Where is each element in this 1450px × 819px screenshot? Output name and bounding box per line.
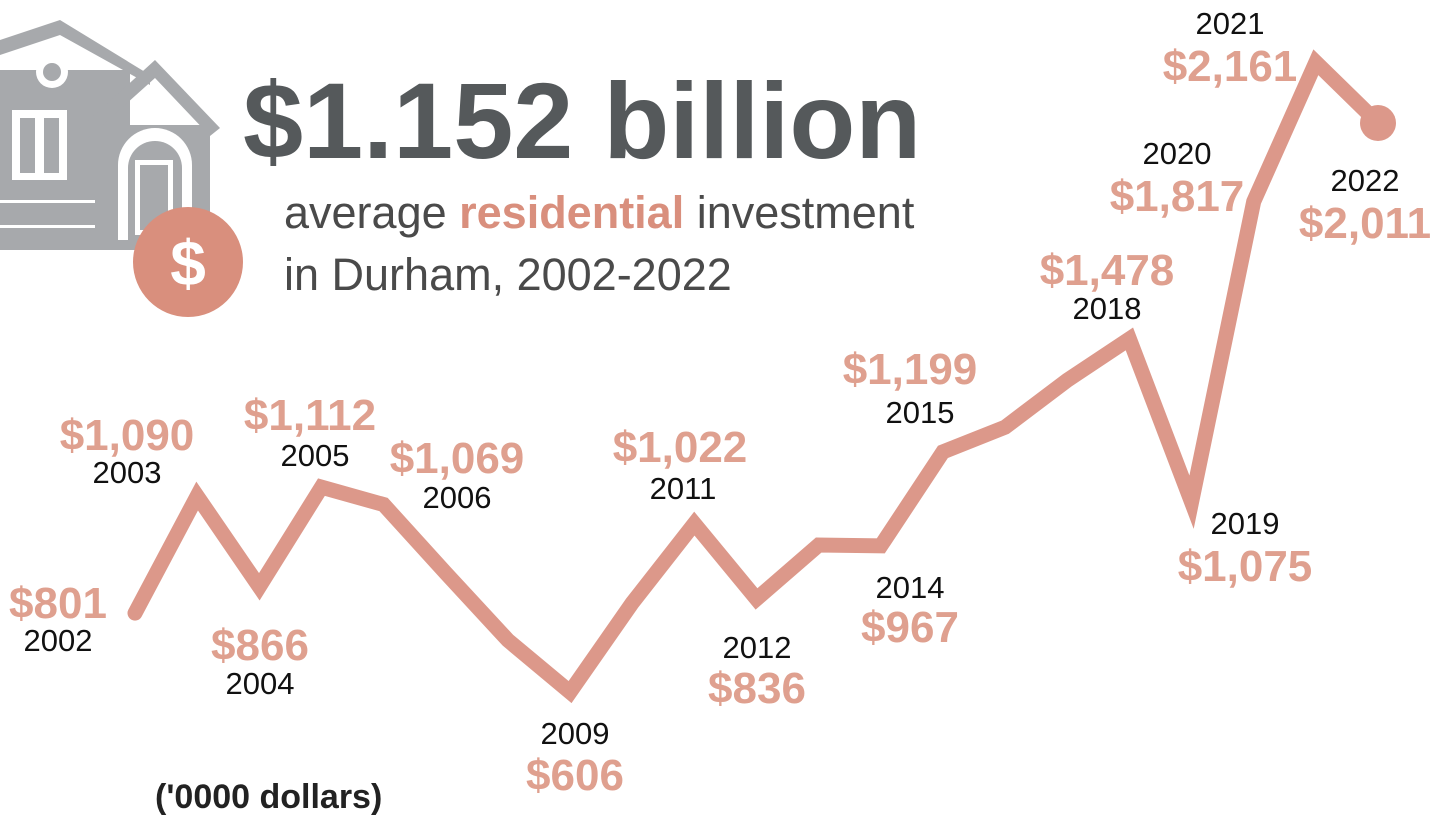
value-label: $1,199 [843,345,978,394]
value-label: $606 [526,751,624,800]
subtitle-highlight: residential [459,187,684,238]
unit-note: ('0000 dollars) [155,778,382,816]
value-label: $1,817 [1110,172,1245,221]
value-label: $1,090 [60,411,195,460]
year-label: 2003 [93,455,162,490]
trend-line [127,49,1386,704]
value-label: $2,161 [1163,42,1298,91]
value-label: $801 [9,579,107,628]
year-label: 2004 [226,666,295,701]
subtitle-part: investment [684,187,915,238]
year-label: 2019 [1211,506,1280,541]
year-label: 2002 [24,623,93,658]
house-icon [0,20,220,250]
value-label: $1,069 [390,434,525,483]
year-label: 2011 [650,471,717,506]
headline: $1.152 billion [243,60,921,181]
year-label: 2014 [876,570,945,605]
value-label: $1,075 [1178,542,1313,591]
dollar-icon [133,207,243,317]
value-label: $1,112 [244,391,376,440]
value-label: $967 [861,603,959,652]
value-label: $2,011 [1299,199,1431,248]
year-label: 2006 [423,480,492,515]
subtitle: average residential investment [284,187,915,238]
year-label: 2012 [723,630,792,665]
dollar-sign: $ [170,227,206,299]
year-label: 2018 [1073,291,1142,326]
value-label: $866 [211,621,309,670]
year-label: 2020 [1143,136,1212,171]
value-label: $836 [708,664,806,713]
year-label: 2022 [1331,163,1400,198]
subtitle-part: average [284,187,459,238]
value-label: $1,478 [1040,246,1175,295]
subtitle-line: in Durham, 2002-2022 [284,249,732,300]
year-label: 2005 [281,438,350,473]
year-label: 2015 [886,395,955,430]
end-dot [1360,105,1396,142]
year-label: 2021 [1196,6,1265,41]
year-label: 2009 [541,716,610,751]
value-label: $1,022 [613,423,748,472]
